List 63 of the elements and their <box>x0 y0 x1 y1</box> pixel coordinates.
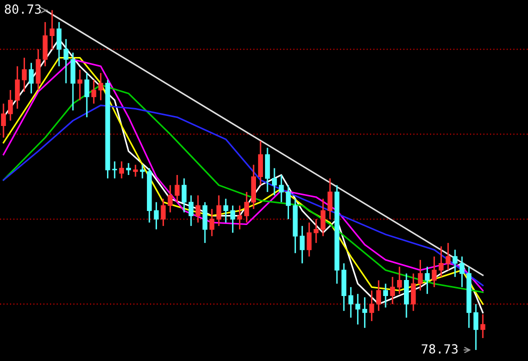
candlestick <box>404 272 409 318</box>
candlestick <box>300 225 305 264</box>
candlestick <box>244 191 250 224</box>
candlestick <box>446 242 451 271</box>
candlestick <box>362 296 368 329</box>
candlestick <box>209 208 214 237</box>
candlestick <box>237 204 242 230</box>
candlestick <box>42 21 48 67</box>
candlestick <box>410 272 416 312</box>
candlestick <box>64 38 68 84</box>
candlestick <box>98 72 104 101</box>
candlestick <box>1 102 6 138</box>
annotation: 78.73 <box>422 344 458 354</box>
candlestick <box>216 194 222 227</box>
candlestick <box>154 201 159 230</box>
candlestick <box>383 283 388 308</box>
candlestick <box>91 79 96 104</box>
candlestick <box>418 259 423 292</box>
candlestick <box>438 246 444 278</box>
candlestick <box>202 201 208 244</box>
candlestick <box>278 174 284 203</box>
candlestick <box>22 57 27 92</box>
candlestick <box>196 194 200 224</box>
candlestick <box>355 293 360 326</box>
candlestick <box>50 10 55 50</box>
candlestick <box>369 290 374 322</box>
annotation: 80.73 <box>4 4 41 14</box>
candlestick <box>36 48 41 91</box>
candlestick <box>70 52 76 112</box>
candlestick <box>133 164 138 178</box>
candlestick <box>272 167 277 196</box>
candlestick <box>265 147 270 193</box>
candlestick <box>390 276 395 305</box>
candlestick <box>182 178 187 214</box>
candlestick <box>56 21 62 67</box>
candlestick <box>84 72 90 118</box>
candlestick <box>314 218 319 244</box>
candlestick <box>168 184 173 214</box>
candlestick <box>119 160 124 180</box>
candlestick <box>348 286 354 318</box>
candlestick <box>77 68 82 101</box>
candlestick <box>460 256 464 288</box>
candlestick <box>258 140 263 186</box>
candlestick <box>452 249 458 278</box>
candlestick <box>473 303 478 351</box>
candlestick <box>230 204 236 234</box>
candlestick <box>223 198 228 224</box>
candlestick <box>432 256 437 288</box>
candlestick <box>160 198 166 227</box>
candlestick <box>480 314 486 339</box>
candlestick <box>320 198 326 237</box>
candlestick <box>188 194 194 227</box>
candlestick <box>376 280 382 312</box>
candlestick <box>424 266 430 295</box>
candlestick <box>306 222 312 258</box>
candlestick <box>28 62 34 94</box>
candlestick <box>397 266 402 295</box>
candlestick <box>328 178 332 220</box>
candlestick <box>174 174 180 203</box>
candlestick <box>14 66 20 110</box>
candlestick <box>8 89 13 122</box>
candlestick <box>140 164 145 180</box>
candlestick <box>286 184 291 220</box>
